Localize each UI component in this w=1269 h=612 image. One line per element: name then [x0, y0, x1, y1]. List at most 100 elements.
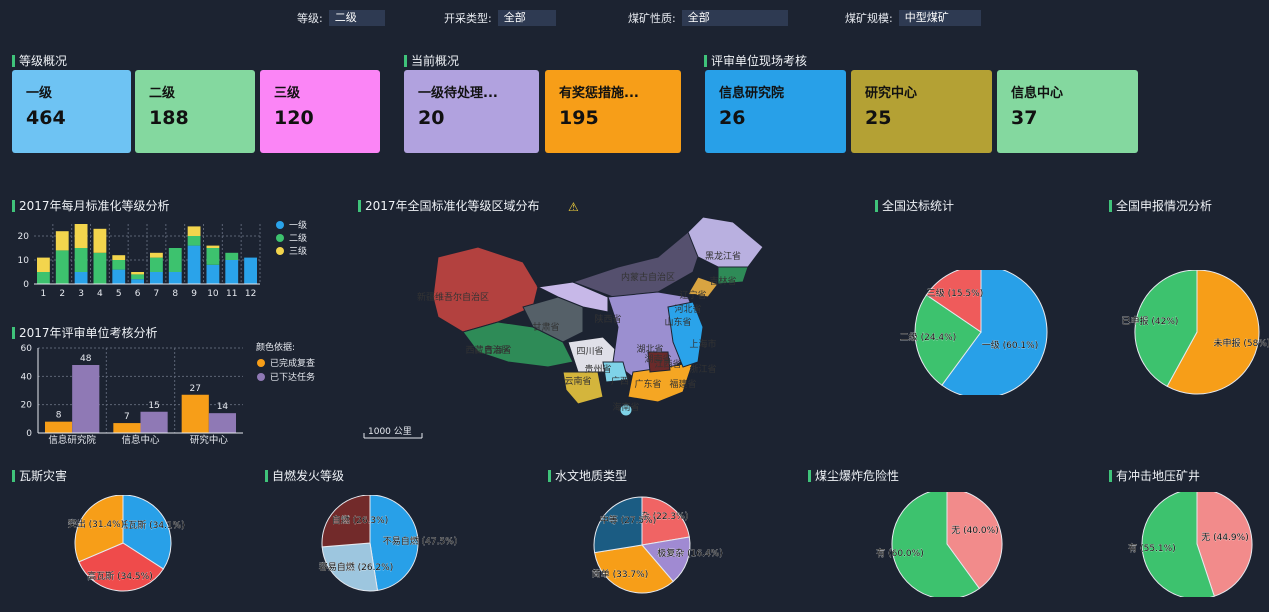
filter-grade-label: 等级: — [297, 12, 323, 25]
filter-grade-select[interactable]: 二级 — [328, 10, 385, 26]
legend-label: 三级 — [289, 245, 307, 257]
dust-pie[interactable]: 无 (40.0%) 有 (60.0%) — [850, 492, 1050, 597]
region-xinjiang — [432, 246, 539, 333]
pie-label: 容易自燃 (26.2%) — [319, 561, 393, 573]
pie-label: 高瓦斯 (34.5%) — [87, 570, 152, 582]
map-region-label: 西藏自治区 — [465, 344, 510, 356]
card-grade-1[interactable]: 一级 464 — [12, 70, 131, 153]
map-region-label: 海南省 — [612, 401, 639, 413]
bar-三级 — [187, 226, 201, 236]
x-tick-label: 4 — [97, 289, 103, 299]
national-pass-pie[interactable]: 一级 (60.1%) 二级 (24.4%) 三级 (15.5%) — [860, 270, 1060, 395]
card-value: 37 — [1011, 107, 1038, 129]
warning-icon[interactable]: ⚠ — [568, 200, 579, 214]
map-region-label: 上海市 — [689, 338, 716, 350]
filter-nature-select[interactable]: 全部 — [681, 10, 788, 26]
bar-已完成复查 — [113, 423, 141, 433]
section-fire: 自燃发火等级 — [265, 469, 344, 483]
pie-slice — [925, 270, 982, 333]
legend-dot — [276, 247, 284, 255]
map-region-label: 河北省 — [674, 303, 701, 315]
data-label: 7 — [124, 412, 130, 422]
national-report-pie[interactable]: 未申报 (58%) 已申报 (42%) — [1100, 270, 1269, 395]
bar-三级 — [37, 257, 50, 272]
card-grade-2[interactable]: 二级 188 — [135, 70, 255, 153]
pie-label: 不易自燃 (47.5%) — [383, 535, 457, 547]
bar-一级 — [131, 279, 144, 284]
card-value: 188 — [149, 107, 189, 129]
data-label: 15 — [148, 401, 159, 411]
card-info-research-institute[interactable]: 信息研究院 26 — [705, 70, 846, 153]
card-info-center[interactable]: 信息中心 37 — [997, 70, 1138, 153]
pie-slice — [1166, 270, 1260, 395]
filter-mining-type: 开采类型: 全部 — [444, 10, 556, 26]
pie-slice — [321, 495, 371, 548]
section-review-units: 评审单位现场考核 — [704, 54, 807, 68]
bar-已下达任务 — [208, 413, 236, 433]
card-research-center[interactable]: 研究中心 25 — [851, 70, 992, 153]
bar-二级 — [150, 257, 163, 272]
bar-一级 — [150, 272, 163, 284]
pie-slice — [641, 496, 690, 546]
pie-slice — [1141, 492, 1215, 597]
region-yunnan — [562, 371, 604, 405]
map-region-label: 青海省 — [484, 344, 511, 356]
x-tick-label: 3 — [78, 289, 84, 299]
fire-pie[interactable]: 不易自燃 (47.5%) 容易自燃 (26.2%) 自燃 (26.3%) — [300, 495, 500, 595]
pie-slice — [946, 492, 1003, 590]
bar-一级 — [168, 272, 182, 284]
card-title: 研究中心 — [865, 86, 918, 101]
section-hydro: 水文地质类型 — [548, 469, 627, 483]
pie-slice — [593, 496, 643, 554]
filter-scale-select[interactable]: 中型煤矿 — [898, 10, 981, 26]
map-region-label: 广东省 — [634, 378, 661, 390]
legend-label: 已完成复查 — [270, 357, 315, 369]
pie-label: 低瓦斯 (34.1%) — [119, 519, 184, 531]
data-label: 48 — [80, 354, 92, 364]
x-tick-label: 6 — [135, 289, 141, 299]
bar-二级 — [112, 260, 126, 270]
bar-三级 — [206, 245, 220, 248]
x-tick-label: 5 — [116, 289, 122, 299]
gas-pie[interactable]: 低瓦斯 (34.1%) 高瓦斯 (34.5%) 突出 (31.4%) — [30, 495, 230, 595]
impact-pie[interactable]: 无 (44.9%) 有 (55.1%) — [1100, 492, 1269, 597]
bar-二级 — [74, 248, 88, 272]
bar-三级 — [150, 252, 163, 258]
region-neimenggu — [571, 231, 704, 298]
hydro-pie[interactable]: 复杂 (22.3%) 极复杂 (16.4%) 简单 (33.7%) 中等 (27.5%… — [580, 495, 780, 595]
card-title: 二级 — [149, 86, 176, 101]
y-tick-label: 60 — [21, 344, 33, 354]
section-national-pass: 全国达标统计 — [875, 199, 954, 213]
filter-scale: 煤矿规模: 中型煤矿 — [845, 10, 981, 26]
card-pending-grade-1[interactable]: 一级待处理... 20 — [404, 70, 539, 153]
legend-title: 颜色依据: — [256, 341, 295, 353]
bar-一级 — [74, 272, 88, 284]
bar-已下达任务 — [72, 365, 100, 433]
map-region-label: 辽宁省 — [679, 289, 706, 301]
card-value: 120 — [274, 107, 314, 129]
legend-label: 二级 — [289, 232, 307, 244]
pie-slice — [1196, 492, 1253, 597]
filter-nature-label: 煤矿性质: — [628, 12, 676, 25]
section-grade-overview: 等级概况 — [12, 54, 67, 68]
region-hunan — [647, 351, 671, 373]
section-current-overview: 当前概况 — [404, 54, 459, 68]
filter-grade: 等级: 二级 — [297, 10, 385, 26]
bar-三级 — [131, 272, 144, 275]
card-reward-measures[interactable]: 有奖惩措施... 195 — [545, 70, 681, 153]
section-impact: 有冲击地压矿井 — [1109, 469, 1200, 483]
region-east — [667, 301, 704, 368]
section-national-report: 全国申报情况分析 — [1109, 199, 1212, 213]
filter-mining-type-select[interactable]: 全部 — [497, 10, 556, 26]
filter-scale-label: 煤矿规模: — [845, 12, 893, 25]
filter-bar: 等级: 二级 开采类型: 全部 煤矿性质: 全部 煤矿规模: 中型煤矿 — [0, 10, 1269, 28]
bar-二级 — [37, 272, 50, 284]
bar-已完成复查 — [181, 394, 209, 433]
card-grade-3[interactable]: 三级 120 — [260, 70, 380, 153]
x-tick-label: 2 — [59, 289, 65, 299]
legend-dot — [257, 373, 265, 381]
unit-review-chart[interactable]: 0 20 40 60 8 48 信息研究院 7 15 信息中心 27 14 研究中心 颜色依据: 已完成复查… — [10, 338, 340, 450]
data-label: 14 — [217, 402, 229, 412]
